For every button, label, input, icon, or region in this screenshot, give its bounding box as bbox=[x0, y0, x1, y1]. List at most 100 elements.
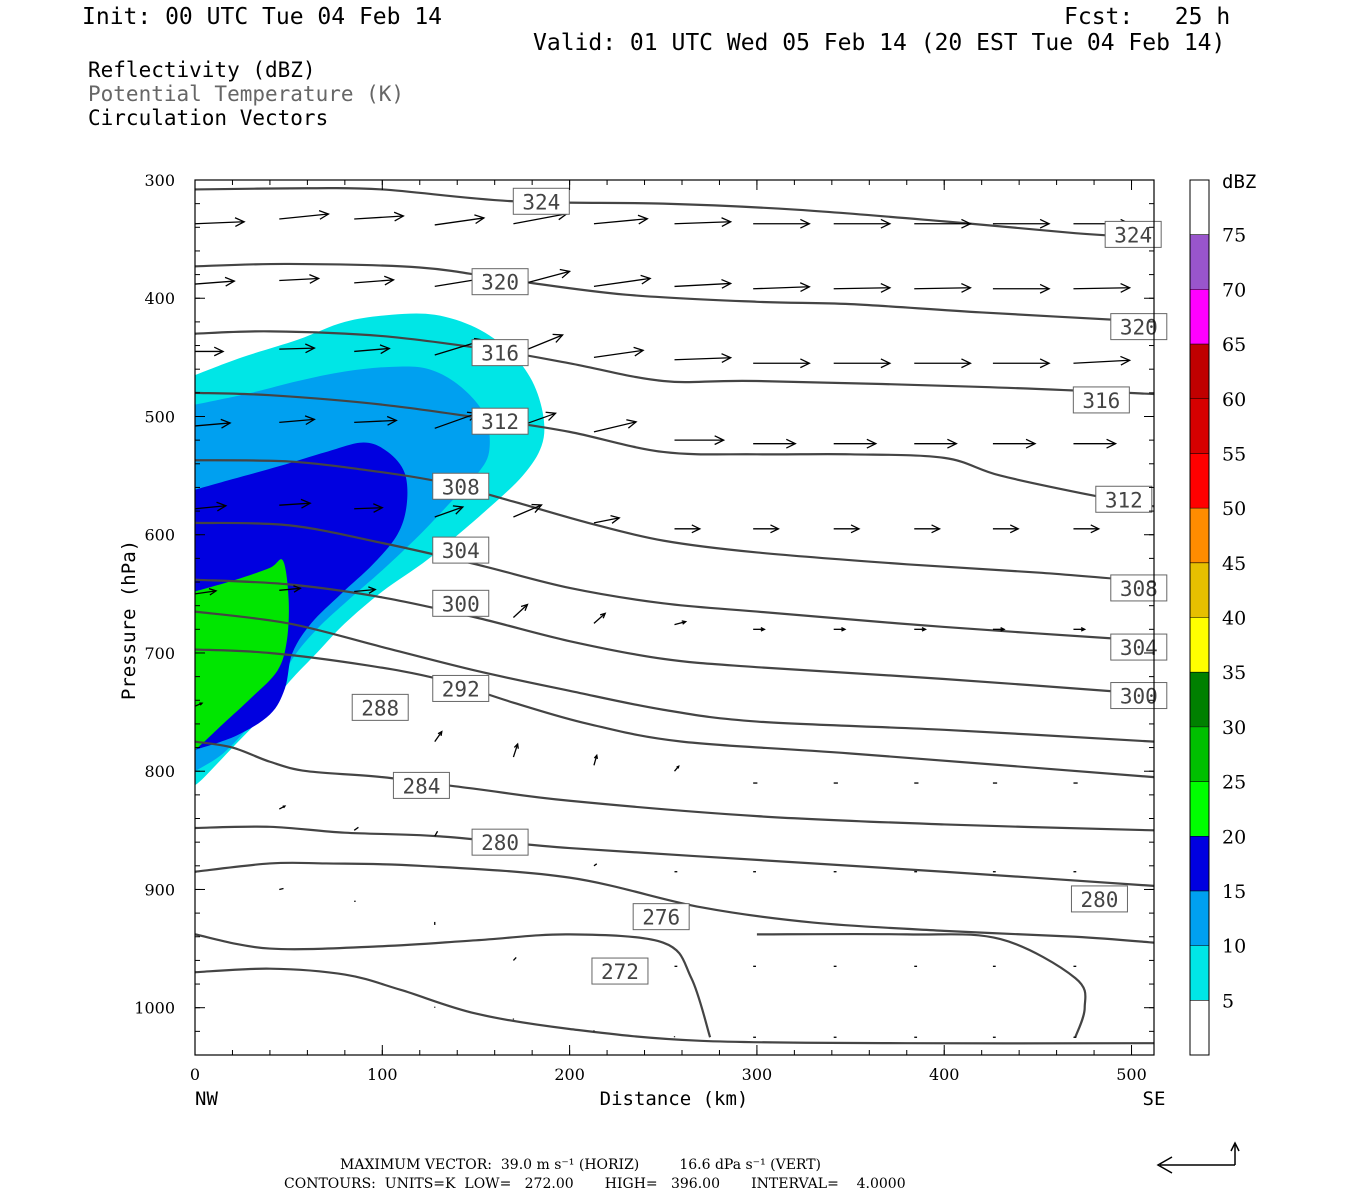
colorbar-segment bbox=[1190, 234, 1209, 290]
circulation-vector bbox=[195, 587, 218, 596]
circulation-vector bbox=[593, 515, 621, 524]
vector-shaft bbox=[593, 421, 637, 433]
theta-line-320 bbox=[195, 262, 1154, 323]
circulation-vector bbox=[992, 524, 1020, 534]
circulation-vector bbox=[593, 214, 649, 225]
vector-head bbox=[1009, 524, 1020, 534]
circulation-vector bbox=[833, 283, 892, 293]
circulation-vector bbox=[593, 274, 652, 288]
contour-label-308: 308 bbox=[1110, 574, 1168, 602]
contour-label-text: 308 bbox=[1120, 577, 1158, 601]
vector-shaft bbox=[279, 887, 284, 891]
vector-shaft bbox=[593, 863, 598, 867]
circulation-vector bbox=[513, 503, 543, 518]
circulation-vector bbox=[593, 419, 638, 433]
vector-shaft bbox=[434, 506, 464, 518]
vector-head bbox=[1000, 627, 1006, 632]
y-tick-label: 600 bbox=[144, 526, 175, 545]
colorbar-title: dBZ bbox=[1222, 171, 1256, 193]
colorbar-segment bbox=[1190, 781, 1209, 837]
contour-label-box bbox=[1104, 220, 1162, 248]
circulation-vector bbox=[753, 358, 811, 369]
circulation-vector bbox=[674, 620, 688, 626]
vector-head bbox=[552, 333, 564, 343]
circulation-vector bbox=[512, 742, 519, 758]
circulation-vector bbox=[833, 438, 878, 449]
contour-label-box bbox=[1110, 574, 1168, 602]
contour-label-text: 316 bbox=[481, 342, 519, 366]
vector-shaft bbox=[513, 504, 542, 518]
x-tick-label: 300 bbox=[742, 1065, 773, 1084]
vector-shaft bbox=[354, 279, 394, 284]
vector-head bbox=[305, 343, 316, 354]
vector-head bbox=[1090, 524, 1101, 534]
vector-head bbox=[282, 805, 287, 809]
contour-label-320: 320 bbox=[471, 268, 529, 296]
vector-head bbox=[373, 503, 384, 513]
colorbar-label: 55 bbox=[1222, 443, 1246, 465]
vector-head bbox=[1039, 218, 1051, 229]
circulation-vector bbox=[593, 753, 599, 766]
circulation-vector bbox=[434, 730, 443, 743]
contour-labels: 324 324 320 320 316 316 312 312 308 308 304 304 300 3… bbox=[351, 187, 1168, 985]
vector-head bbox=[721, 353, 733, 363]
circulation-vector bbox=[753, 438, 797, 449]
colorbar-segment bbox=[1190, 508, 1209, 563]
circulation-vector bbox=[674, 353, 733, 363]
circulation-vector bbox=[195, 346, 225, 357]
contour-label-text: 280 bbox=[481, 831, 519, 855]
contours-note: CONTOURS: UNITS=K LOW= 272.00 HIGH= 396.… bbox=[284, 1176, 906, 1192]
circulation-vector bbox=[1073, 438, 1118, 449]
vector-shaft bbox=[513, 213, 567, 225]
colorbar-segment bbox=[1190, 344, 1209, 399]
x-axis-label: Distance (km) bbox=[600, 1088, 749, 1110]
vector-head bbox=[545, 411, 557, 421]
contour-label-text: 308 bbox=[442, 475, 480, 499]
circulation-vector bbox=[512, 603, 529, 618]
circulation-vector bbox=[914, 283, 972, 293]
vector-head bbox=[760, 627, 766, 632]
vector-head bbox=[383, 275, 396, 286]
circulation-vector bbox=[992, 358, 1051, 369]
vector-shaft bbox=[279, 418, 315, 424]
legend-reflectivity: Reflectivity (dBZ) bbox=[88, 58, 316, 82]
vector-shaft bbox=[354, 347, 390, 353]
contour-label-324: 324 bbox=[512, 187, 570, 215]
circulation-vector bbox=[593, 612, 607, 624]
colorbar-label: 75 bbox=[1222, 225, 1246, 247]
contour-label-box bbox=[392, 771, 450, 799]
vector-head bbox=[681, 620, 688, 625]
vector-shaft bbox=[354, 588, 376, 593]
circulation-vector bbox=[1073, 627, 1087, 632]
vector-head bbox=[309, 274, 321, 284]
theta-line-312 bbox=[195, 391, 1154, 508]
reflectivity-region-20 bbox=[195, 559, 289, 750]
vector-head bbox=[1106, 438, 1118, 449]
contour-label-box bbox=[471, 339, 529, 367]
theta-line-292 bbox=[195, 648, 1154, 779]
vector-shaft bbox=[674, 221, 731, 225]
circulation-vector bbox=[353, 826, 359, 831]
legend-theta: Potential Temperature (K) bbox=[88, 82, 405, 106]
vector-shaft bbox=[593, 218, 648, 225]
x-tick-label: 500 bbox=[1116, 1065, 1147, 1084]
vector-head bbox=[199, 702, 204, 706]
x-tick-label: 400 bbox=[929, 1065, 960, 1084]
y-tick-label: 400 bbox=[144, 289, 175, 308]
circulation-vector bbox=[434, 830, 439, 837]
vector-head bbox=[318, 209, 330, 220]
circulation-vector bbox=[992, 438, 1037, 449]
y-tick-label: 900 bbox=[144, 880, 175, 899]
vector-shaft bbox=[593, 612, 606, 624]
vector-shaft bbox=[195, 280, 235, 285]
vector-head bbox=[368, 586, 377, 594]
vector-head bbox=[599, 612, 607, 619]
vector-head bbox=[786, 438, 797, 449]
circulation-vector bbox=[1073, 355, 1132, 366]
contour-label-284: 284 bbox=[392, 771, 450, 799]
vector-shaft bbox=[354, 419, 397, 424]
init-time: Init: 00 UTC Tue 04 Feb 14 bbox=[82, 4, 443, 30]
circulation-vector bbox=[914, 627, 927, 632]
vector-shaft bbox=[279, 502, 311, 506]
